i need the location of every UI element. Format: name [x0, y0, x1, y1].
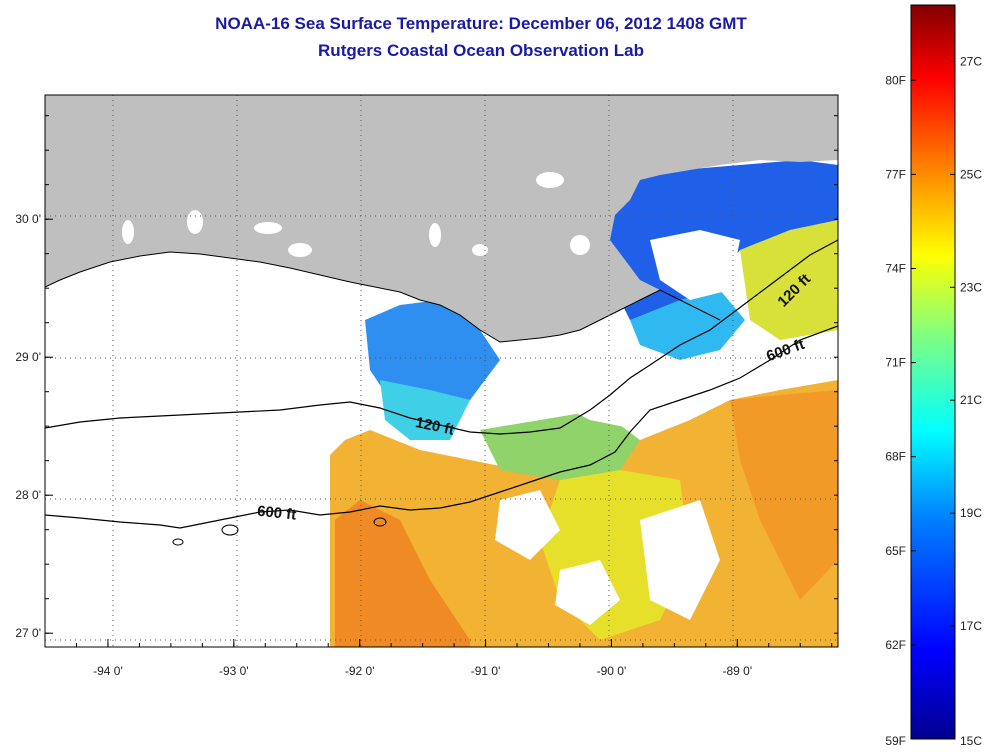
lake-5 [254, 222, 282, 234]
map-subtitle: Rutgers Coastal Ocean Observation Lab [318, 41, 644, 60]
colorbar-celsius-label: 23C [960, 280, 982, 294]
colorbar-fahrenheit-label: 80F [885, 73, 906, 87]
lake-7 [472, 244, 488, 256]
colorbar [910, 4, 956, 740]
lake-8 [670, 251, 710, 279]
lake-3 [187, 210, 203, 234]
colorbar-fahrenheit-label: 71F [885, 356, 906, 370]
lat-tick-label: 28 0' [15, 488, 41, 502]
lake-1 [570, 235, 590, 255]
colorbar-celsius-label: 27C [960, 54, 982, 68]
lake-6 [429, 223, 441, 247]
colorbar-fahrenheit-labels: 80F 77F 74F 71F 68F 65F 62F 59F [885, 73, 916, 748]
lon-tick-label: -91 0' [471, 664, 501, 678]
sst-green-region [480, 410, 640, 480]
lon-tick-label: -94 0' [93, 664, 123, 678]
isobath-patch [373, 517, 387, 527]
lon-tick-label: -93 0' [219, 664, 249, 678]
colorbar-fahrenheit-label: 62F [885, 638, 906, 652]
sst-yellowgreen-east [740, 220, 838, 340]
lake-2 [288, 243, 312, 257]
map-grid [45, 95, 838, 647]
no-data-region-5 [555, 560, 620, 625]
colorbar-fahrenheit-label: 68F [885, 450, 906, 464]
lake-4 [122, 220, 134, 244]
isobath-120ft [45, 239, 838, 435]
colorbar-celsius-label: 15C [960, 734, 982, 748]
coastline [45, 251, 721, 343]
lake-pontchartrain [536, 172, 564, 188]
isobath-600ft [45, 325, 838, 529]
land-region [45, 95, 838, 342]
lat-axis: 30 0' 29 0' 28 0' 27 0' [15, 115, 838, 640]
lat-tick-label: 29 0' [15, 350, 41, 364]
sst-orange-region-east [730, 390, 838, 600]
colorbar-celsius-label: 19C [960, 506, 982, 520]
colorbar-fahrenheit-label: 77F [885, 167, 906, 181]
lat-tick-label: 30 0' [15, 212, 41, 226]
lon-tick-label: -92 0' [345, 664, 375, 678]
no-data-region-1 [500, 350, 660, 430]
colorbar-fahrenheit-label: 59F [885, 734, 906, 748]
colorbar-fahrenheit-label: 65F [885, 544, 906, 558]
sst-cyan-shelf-west [380, 380, 470, 440]
colorbar-celsius-label: 21C [960, 393, 982, 407]
contour-label-600-west: 600 ft [256, 503, 297, 524]
no-data-region-3 [640, 500, 720, 620]
colorbar-celsius-label: 25C [960, 167, 982, 181]
isobath-patch [172, 538, 184, 546]
sst-cyan-shelf-east [630, 290, 745, 360]
colorbar-celsius-labels: 27C 25C 23C 21C 19C 17C 15C [950, 54, 982, 748]
map-title: NOAA-16 Sea Surface Temperature: Decembe… [215, 14, 747, 33]
lat-tick-label: 27 0' [15, 626, 41, 640]
sst-orange-region [335, 500, 470, 647]
no-data-region-4 [495, 490, 560, 560]
colorbar-fahrenheit-label: 74F [885, 261, 906, 275]
lon-axis: -94 0' -93 0' -92 0' -91 0' -90 0' -89 0' [44, 639, 833, 678]
lon-tick-label: -90 0' [597, 664, 627, 678]
lon-tick-label: -89 0' [722, 664, 752, 678]
isobath-patch [221, 524, 239, 536]
colorbar-celsius-label: 17C [960, 619, 982, 633]
